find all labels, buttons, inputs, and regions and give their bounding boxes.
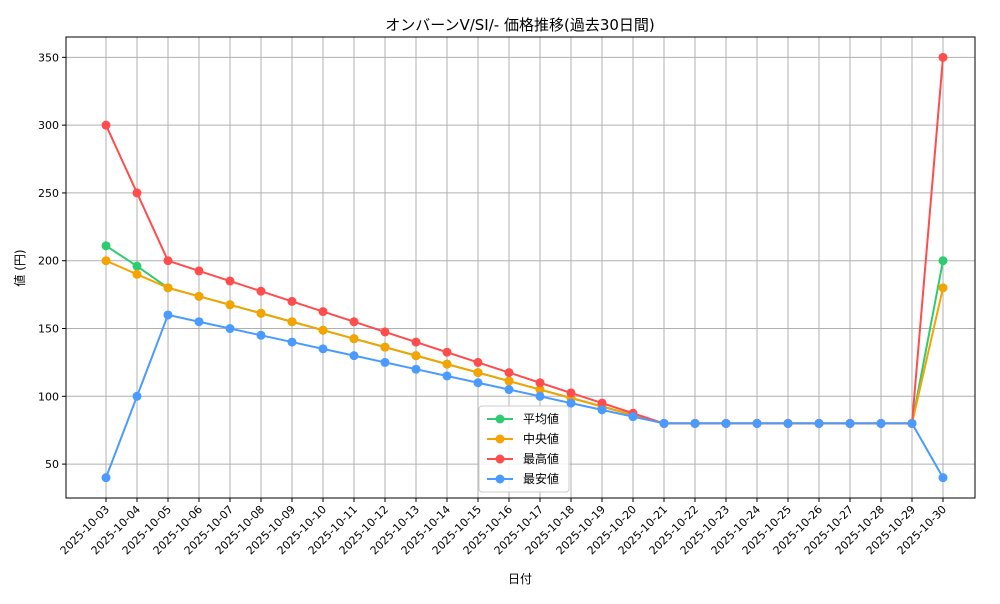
data-point (504, 385, 514, 395)
data-point (132, 261, 142, 271)
y-tick-label: 200 (38, 255, 59, 268)
data-point (163, 283, 173, 293)
series-group (101, 52, 948, 483)
data-point (752, 418, 762, 428)
data-point (938, 52, 948, 62)
legend-box (478, 405, 570, 493)
data-point (442, 371, 452, 381)
data-point (349, 334, 359, 344)
data-point (442, 347, 452, 357)
legend-label: 中央値 (523, 431, 559, 446)
data-point (101, 473, 111, 483)
data-point (132, 188, 142, 198)
data-point (318, 325, 328, 335)
data-point (938, 473, 948, 483)
data-point (132, 391, 142, 401)
data-point (566, 388, 576, 398)
data-point (225, 276, 235, 286)
legend-label: 最安値 (523, 471, 559, 486)
data-point (473, 357, 483, 367)
legend-marker (495, 474, 505, 484)
data-point (318, 344, 328, 354)
data-point (380, 327, 390, 337)
chart-title: オンバーンV/SI/- 価格推移(過去30日間) (385, 16, 655, 34)
data-point (194, 266, 204, 276)
legend-label: 平均値 (523, 411, 559, 426)
legend-label: 最高値 (523, 451, 559, 466)
data-point (349, 351, 359, 361)
series-line (105, 313, 944, 479)
data-point (597, 405, 607, 415)
data-point (101, 241, 111, 251)
data-point (287, 296, 297, 306)
data-point (938, 256, 948, 266)
data-point (287, 337, 297, 347)
data-point (163, 256, 173, 266)
data-point (411, 364, 421, 374)
legend-marker (495, 454, 505, 464)
data-point (101, 256, 111, 266)
data-point (287, 317, 297, 327)
data-point (132, 269, 142, 279)
data-point (566, 398, 576, 408)
data-point (225, 300, 235, 310)
y-axis-label: 値 (円) (12, 249, 27, 286)
data-point (256, 286, 266, 296)
data-point (256, 308, 266, 318)
data-point (380, 357, 390, 367)
x-axis-label: 日付 (508, 572, 532, 586)
data-point (442, 359, 452, 369)
data-point (504, 376, 514, 386)
y-tick-label: 350 (38, 51, 59, 64)
data-point (380, 342, 390, 352)
data-point (163, 310, 173, 320)
y-tick-label: 150 (38, 323, 59, 336)
y-tick-label: 100 (38, 390, 59, 403)
data-point (907, 418, 917, 428)
data-point (194, 291, 204, 301)
legend-marker (495, 434, 505, 444)
data-point (349, 317, 359, 327)
data-point (535, 385, 545, 395)
data-point (659, 418, 669, 428)
data-point (628, 412, 638, 422)
data-point (411, 337, 421, 347)
data-point (783, 418, 793, 428)
data-point (535, 378, 545, 388)
data-point (690, 418, 700, 428)
data-point (504, 368, 514, 378)
y-tick-label: 300 (38, 119, 59, 132)
plot-frame (65, 36, 976, 499)
data-point (101, 120, 111, 130)
data-point (876, 418, 886, 428)
series-最安値 (101, 310, 948, 483)
data-point (473, 378, 483, 388)
data-point (473, 368, 483, 378)
data-point (845, 418, 855, 428)
data-point (225, 324, 235, 334)
y-tick-label: 50 (45, 458, 59, 471)
data-point (597, 398, 607, 408)
data-point (535, 391, 545, 401)
data-point (814, 418, 824, 428)
data-point (318, 307, 328, 317)
legend-marker (495, 414, 505, 424)
data-point (194, 317, 204, 327)
data-point (721, 418, 731, 428)
data-point (938, 283, 948, 293)
y-tick-label: 250 (38, 187, 59, 200)
data-point (411, 351, 421, 361)
y-ticks: 50 100 150 200 250 300 350 (38, 51, 66, 471)
data-point (256, 330, 266, 340)
